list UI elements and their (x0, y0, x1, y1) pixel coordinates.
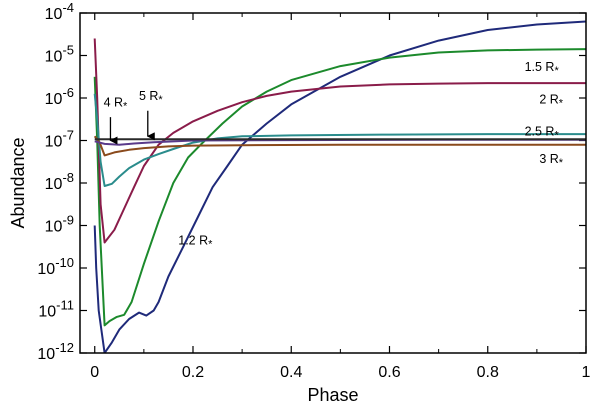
y-tick-label: 10-12 (37, 340, 74, 363)
annotation-label-4r: 4 R* (104, 96, 128, 113)
series-line-1 (93, 48, 586, 327)
series-line-3 (93, 93, 586, 187)
series-line-4 (93, 135, 586, 157)
series-label-4: 3 R* (539, 152, 563, 169)
annotations: 4 R* 5 R* (104, 89, 163, 145)
y-tick-label: 10-6 (45, 85, 74, 108)
y-tick-label: 10-5 (45, 43, 74, 66)
x-tick-label: 0 (90, 364, 99, 381)
y-axis-title: Abundance (8, 137, 28, 228)
tick-labels: 0 0.2 0.4 0.6 0.8 1 10-4 10-5 10-6 10-7 10-8 10-9 10… (37, 0, 590, 381)
y-tick-label: 10-10 (37, 255, 74, 278)
series-labels: 1.2 R* 1.5 R* 2 R* 2.5 R* 3 R* (178, 60, 564, 250)
x-tick-label: 0.6 (378, 364, 400, 381)
series-label-2: 2 R* (539, 93, 563, 110)
series-line-2 (93, 38, 586, 244)
x-axis-title: Phase (307, 385, 358, 405)
series-label-3: 2.5 R* (525, 124, 560, 141)
x-tick-label: 0.2 (182, 364, 204, 381)
series-label-0: 1.2 R* (178, 234, 213, 251)
axis-ticks (80, 12, 587, 354)
series-lines (93, 20, 586, 353)
x-tick-label: 0.4 (280, 364, 302, 381)
y-tick-label: 10-9 (45, 213, 74, 236)
series-label-1: 1.5 R* (525, 60, 560, 77)
y-tick-label: 10-4 (45, 0, 74, 23)
y-tick-label: 10-8 (45, 170, 74, 193)
plot-frame (79, 12, 587, 354)
series-line-0 (93, 20, 586, 353)
x-tick-label: 0.8 (477, 364, 499, 381)
annotation-label-5r: 5 R* (139, 89, 163, 106)
y-tick-label: 10-11 (38, 298, 74, 321)
x-tick-label: 1 (582, 364, 591, 381)
y-tick-label: 10-7 (45, 128, 74, 151)
